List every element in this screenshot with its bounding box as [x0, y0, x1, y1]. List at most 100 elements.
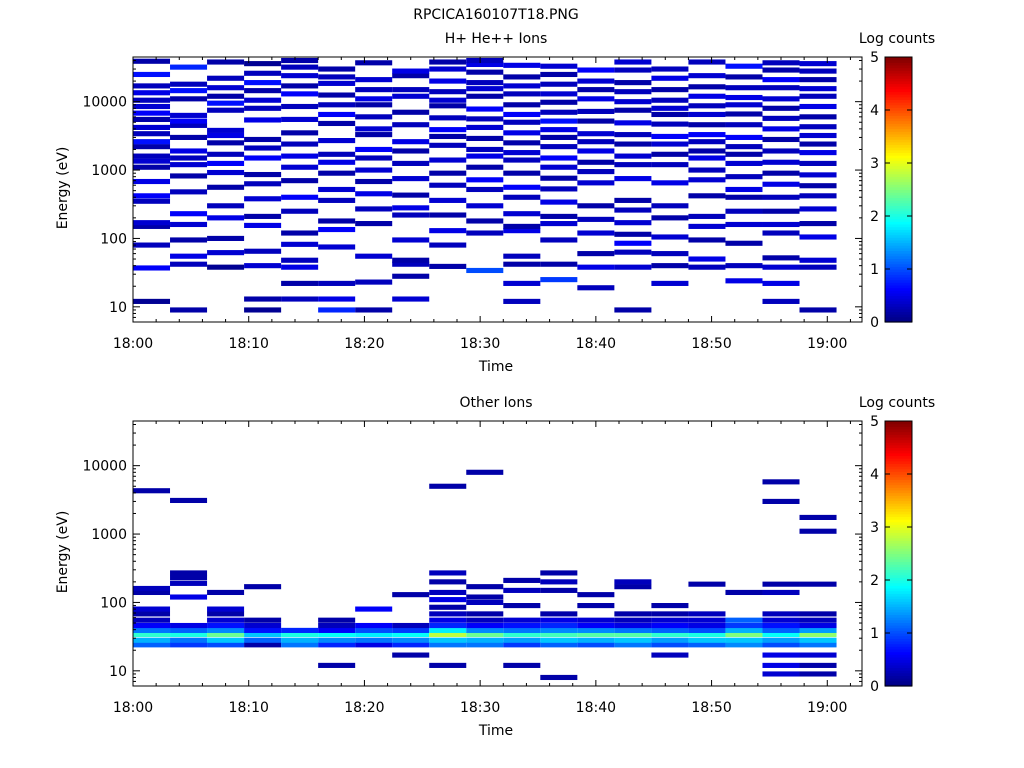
- spectrogram-cell: [725, 642, 763, 648]
- spectrogram-cell: [503, 662, 541, 668]
- colorbar-segment: [885, 423, 912, 427]
- spectrogram-cell: [392, 93, 430, 99]
- spectrogram-cell: [503, 228, 541, 234]
- colorbar-segment: [885, 271, 912, 275]
- spectrogram-cell: [466, 203, 504, 209]
- spectrogram-cell: [540, 127, 578, 133]
- spectrogram-cell: [392, 176, 430, 182]
- spectrogram-cell: [207, 589, 245, 596]
- spectrogram-cell: [540, 570, 578, 576]
- spectrogram-cell: [762, 96, 800, 102]
- spectrogram-cell: [392, 652, 430, 658]
- spectrogram-cell: [762, 280, 800, 286]
- spectrogram-cell: [651, 263, 689, 269]
- spectrogram-cell: [133, 139, 171, 145]
- spectrogram-cell: [614, 307, 652, 313]
- colorbar-segment: [885, 216, 912, 220]
- spectrogram-cell: [170, 81, 208, 87]
- spectrogram-cell: [318, 186, 356, 193]
- colorbar-segment: [885, 94, 912, 98]
- spectrogram-cell: [503, 150, 541, 156]
- spectrogram-cell: [725, 278, 763, 284]
- spectrogram-cell: [577, 622, 615, 629]
- spectrogram-cell: [799, 61, 837, 67]
- colorbar-segment: [885, 202, 912, 206]
- spectrogram-cell: [170, 118, 208, 124]
- spectrogram-cell: [540, 175, 578, 181]
- spectrogram-cell: [688, 637, 726, 643]
- colorbar-tick-label: 4: [870, 103, 879, 119]
- spectrogram-cell: [799, 662, 837, 668]
- spectrogram-cell: [355, 102, 393, 108]
- spectrogram-cell: [651, 141, 689, 147]
- spectrogram-cell: [799, 86, 837, 92]
- spectrogram-cell: [318, 92, 356, 98]
- spectrogram-cell: [466, 153, 504, 159]
- colorbar-segment: [885, 144, 912, 148]
- spectrogram-cell: [133, 622, 171, 629]
- spectrogram-cell: [170, 221, 208, 228]
- colorbar-segment: [885, 614, 912, 618]
- spectrogram-cell: [355, 622, 393, 629]
- colorbar-segment: [885, 540, 912, 544]
- spectrogram-cell: [688, 611, 726, 617]
- spectrogram-cell: [651, 97, 689, 103]
- spectrogram-cell: [207, 85, 245, 91]
- spectrogram-cell: [762, 479, 800, 485]
- colorbar-segment: [885, 455, 912, 459]
- spectrogram-cell: [170, 155, 208, 161]
- colorbar-segment: [885, 120, 912, 124]
- colorbar-segment: [885, 253, 912, 257]
- spectrogram-cell: [170, 642, 208, 648]
- spectrogram-cell: [355, 60, 393, 66]
- spectrogram-cell: [799, 637, 837, 643]
- y-axis-label: Energy (eV): [55, 511, 71, 594]
- spectrogram-cell: [503, 603, 541, 609]
- spectrogram-cell: [207, 642, 245, 648]
- spectrogram-cell: [614, 207, 652, 213]
- spectrogram-cell: [799, 172, 837, 178]
- colorbar-segment: [885, 112, 912, 116]
- spectrogram-cell: [355, 221, 393, 227]
- colorbar-segment: [885, 434, 912, 438]
- spectrogram-cell: [133, 90, 171, 96]
- spectrogram-cell: [799, 307, 837, 313]
- x-axis-label: Time: [478, 723, 513, 739]
- spectrogram-cell: [207, 75, 245, 81]
- spectrogram-cell: [170, 134, 208, 140]
- colorbar-segment: [885, 258, 912, 262]
- colorbar-segment: [885, 72, 912, 77]
- colorbar-segment: [885, 492, 912, 496]
- spectrogram-cell: [577, 108, 615, 114]
- x-tick-label: 18:30: [460, 700, 500, 716]
- colorbar-segment: [885, 500, 912, 504]
- spectrogram-cell: [133, 642, 171, 648]
- spectrogram-cell: [429, 611, 467, 617]
- spectrogram-cell: [318, 159, 356, 165]
- spectrogram-cell: [355, 627, 393, 633]
- spectrogram-cell: [355, 191, 393, 197]
- colorbar-segment: [885, 141, 912, 146]
- spectrogram-cell: [392, 73, 430, 79]
- x-tick-label: 18:20: [344, 336, 384, 352]
- spectrogram-cell: [355, 96, 393, 102]
- colorbar-tick-label: 2: [870, 573, 879, 589]
- spectrogram-cell: [466, 80, 504, 86]
- spectrogram-cell: [762, 631, 800, 638]
- spectrogram-cell: [355, 87, 393, 93]
- spectrogram-cell: [133, 298, 171, 304]
- spectrogram-cell: [170, 307, 208, 313]
- spectrogram-cell: [133, 606, 171, 612]
- colorbar-segment: [885, 606, 912, 610]
- spectrogram-cell: [799, 68, 837, 74]
- spectrogram-cell: [651, 627, 689, 633]
- plot-axes: 18:00 18:10 18:20 18:30 18:40 18:50 19:00 10 100…: [82, 56, 863, 352]
- spectrogram-cell: [577, 139, 615, 145]
- y-tick-label: 10: [109, 664, 127, 680]
- spectrogram-cell: [762, 221, 800, 228]
- spectrogram-cell: [281, 296, 319, 302]
- colorbar-segment: [885, 646, 912, 650]
- spectrogram-cell: [762, 148, 800, 154]
- spectrogram-cell: [762, 671, 800, 677]
- spectrogram-cell: [688, 59, 726, 65]
